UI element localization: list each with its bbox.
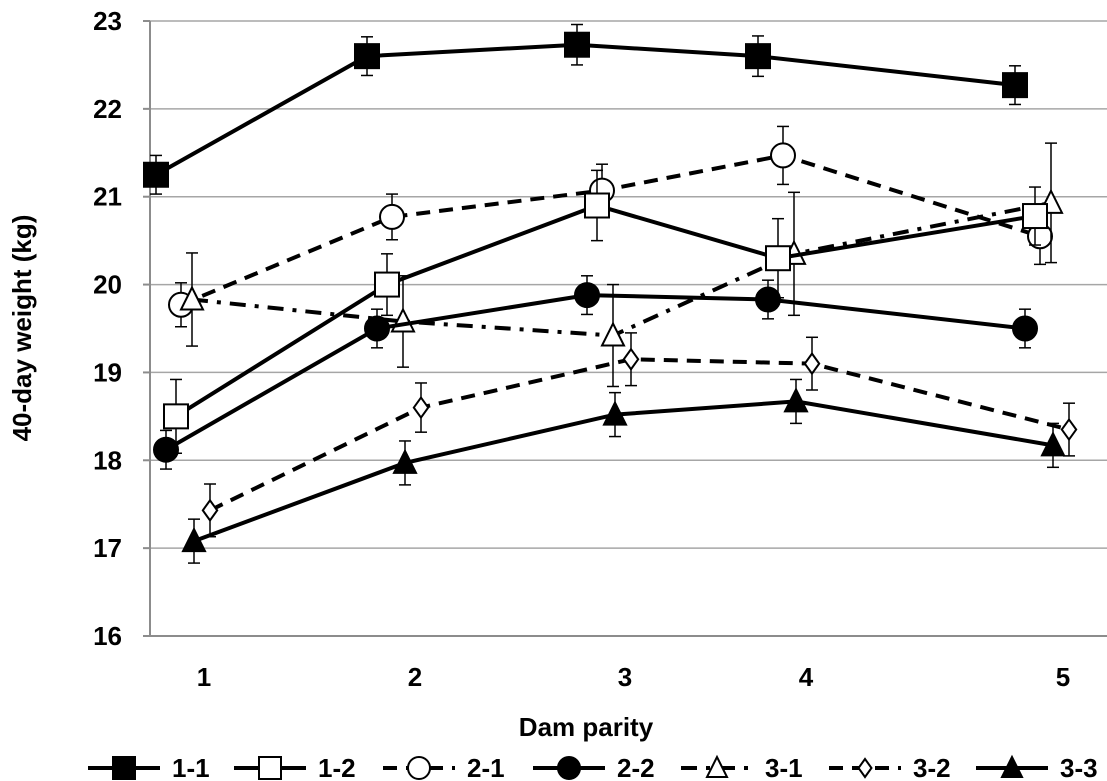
legend-marker — [557, 756, 581, 780]
y-tick-label: 17 — [93, 533, 122, 563]
legend-marker — [407, 756, 431, 780]
legend-label: 2-2 — [617, 753, 655, 781]
data-point — [392, 448, 418, 474]
legend-marker — [112, 756, 136, 780]
legend-item: 1-2 — [234, 753, 356, 781]
legend-label: 2-1 — [467, 753, 505, 781]
data-point — [602, 400, 628, 426]
data-point — [143, 161, 169, 188]
data-point — [354, 43, 380, 70]
legend-item: 1-1 — [88, 753, 210, 781]
legend-marker — [857, 757, 873, 779]
legend-item: 3-2 — [829, 753, 951, 781]
series-1-2 — [163, 169, 1048, 455]
x-tick-label: 1 — [197, 662, 211, 692]
x-tick-label: 4 — [799, 662, 814, 692]
legend-marker — [705, 754, 729, 778]
data-point — [379, 203, 405, 230]
data-point — [783, 387, 809, 413]
data-point — [374, 271, 400, 298]
legend: 1-1 1-2 2-1 2-2 3-1 3-2 3-3 — [88, 753, 1098, 781]
data-point — [181, 526, 207, 553]
data-point — [201, 498, 219, 523]
data-point — [755, 286, 781, 313]
data-point — [412, 395, 430, 420]
data-point — [1060, 417, 1078, 442]
y-tick-label: 16 — [93, 621, 122, 651]
x-tick-label: 2 — [408, 662, 422, 692]
x-tick-labels: 1 2 3 4 5 — [197, 662, 1070, 692]
y-axis-title: 40-day weight (kg) — [7, 215, 37, 442]
y-tick-labels: 16 17 18 19 20 21 22 23 — [93, 6, 122, 651]
data-point — [1002, 72, 1028, 99]
data-point — [765, 245, 791, 272]
series — [143, 23, 1078, 564]
legend-item: 3-3 — [976, 753, 1098, 781]
series-line — [174, 203, 1036, 419]
data-point — [564, 31, 590, 58]
series-line — [180, 153, 1041, 307]
y-tick-label: 21 — [93, 182, 122, 212]
data-point — [153, 436, 179, 463]
legend-marker — [1000, 754, 1024, 778]
legend-label: 3-3 — [1060, 753, 1098, 781]
legend-marker — [258, 756, 282, 780]
series-2-2 — [153, 275, 1038, 470]
x-tick-label: 3 — [618, 662, 632, 692]
data-point — [745, 43, 771, 70]
series-3-2 — [201, 332, 1078, 538]
axes — [143, 20, 1107, 637]
data-point — [600, 321, 626, 347]
data-point — [163, 403, 189, 430]
y-tick-label: 22 — [93, 94, 122, 124]
legend-item: 3-1 — [681, 753, 803, 781]
series-3-3 — [181, 378, 1066, 564]
gridlines — [150, 20, 1107, 549]
legend-label: 1-2 — [318, 753, 356, 781]
series-1-1 — [143, 23, 1028, 195]
legend-item: 2-1 — [383, 753, 505, 781]
data-point — [584, 192, 610, 219]
data-point — [803, 351, 821, 376]
legend-label: 3-2 — [913, 753, 951, 781]
y-tick-label: 23 — [93, 6, 122, 36]
data-point — [179, 285, 205, 311]
data-point — [364, 315, 390, 342]
y-tick-label: 19 — [93, 357, 122, 387]
series-3-1 — [179, 142, 1064, 388]
data-point — [1040, 431, 1066, 457]
series-line — [155, 42, 1016, 177]
x-tick-label: 5 — [1056, 662, 1070, 692]
legend-label: 3-1 — [765, 753, 803, 781]
data-point — [574, 282, 600, 309]
legend-item: 2-2 — [533, 753, 655, 781]
y-tick-label: 18 — [93, 445, 122, 475]
data-point — [1012, 315, 1038, 342]
data-point — [622, 347, 640, 371]
x-axis-title: Dam parity — [519, 712, 654, 742]
data-point — [1022, 203, 1048, 230]
legend-label: 1-1 — [172, 753, 210, 781]
y-tick-label: 20 — [93, 270, 122, 300]
data-point — [770, 142, 796, 169]
